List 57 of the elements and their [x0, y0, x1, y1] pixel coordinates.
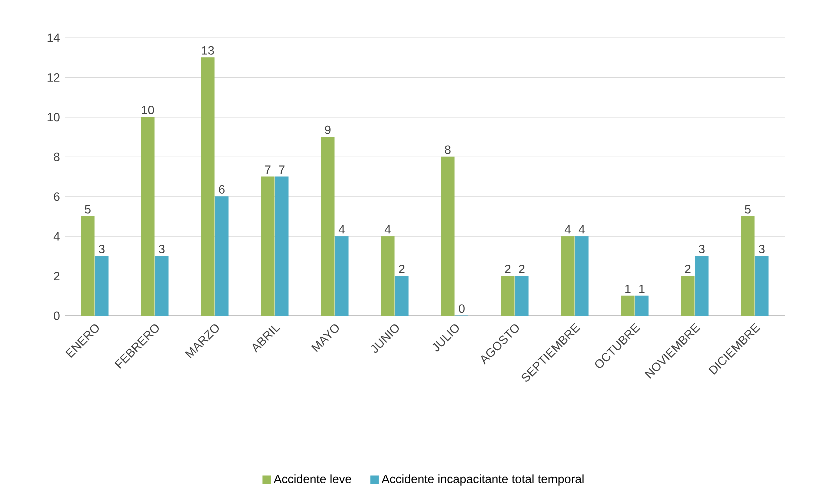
y-tick-label: 10 — [48, 113, 60, 122]
data-label: 3 — [99, 244, 105, 254]
bar — [635, 296, 649, 316]
data-label: 3 — [159, 244, 165, 254]
y-tick-label: 12 — [48, 74, 60, 82]
bar — [335, 236, 349, 316]
data-label: 9 — [325, 126, 331, 134]
bar — [441, 156, 455, 316]
bar — [381, 236, 395, 316]
bar — [561, 236, 575, 316]
bar — [501, 276, 515, 316]
bar — [321, 137, 335, 316]
data-label: 7 — [279, 166, 285, 174]
data-label: 4 — [564, 225, 571, 234]
bar — [695, 256, 709, 316]
data-label: 1 — [640, 284, 645, 294]
data-label: 2 — [519, 264, 525, 274]
bar — [621, 296, 635, 316]
bar — [755, 256, 769, 316]
data-label: 2 — [505, 264, 511, 274]
data-label: 5 — [745, 205, 751, 214]
bar — [275, 176, 289, 316]
data-label: 2 — [399, 264, 405, 274]
y-tick-label: 8 — [54, 152, 60, 162]
data-label: 7 — [265, 166, 271, 174]
data-label: 6 — [219, 185, 225, 194]
bar — [741, 216, 755, 316]
data-label: 8 — [445, 146, 451, 154]
data-label: 5 — [85, 205, 91, 214]
legend-label: Accidente leve — [274, 474, 352, 484]
data-label: 13 — [202, 46, 214, 55]
bar — [81, 216, 95, 316]
y-tick-label: 2 — [54, 272, 60, 280]
data-label: 0 — [459, 304, 465, 314]
data-label: 3 — [759, 244, 765, 254]
legend-label: Accidente incapacitante total temporal — [382, 474, 584, 486]
y-tick-label: 6 — [54, 192, 60, 202]
y-tick-label: 0 — [54, 312, 60, 320]
data-label: 3 — [699, 244, 705, 254]
data-label: 2 — [685, 264, 691, 274]
bar — [215, 196, 229, 316]
data-label: 1 — [626, 284, 631, 294]
bar — [681, 276, 695, 316]
y-tick-label: 4 — [54, 232, 60, 241]
bar — [575, 236, 589, 316]
data-label: 4 — [338, 225, 345, 234]
bar — [155, 256, 169, 316]
y-tick-label: 14 — [48, 34, 60, 42]
bar — [95, 256, 109, 316]
data-label: 4 — [384, 225, 391, 234]
bar — [395, 276, 409, 316]
bar — [141, 117, 155, 316]
data-label: 4 — [578, 225, 585, 234]
bar — [515, 276, 529, 316]
data-label: 10 — [142, 106, 154, 114]
bar — [261, 176, 275, 316]
bar — [201, 58, 215, 316]
